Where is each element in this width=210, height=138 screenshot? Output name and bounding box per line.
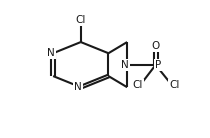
Text: N: N xyxy=(121,60,129,70)
Text: Cl: Cl xyxy=(133,80,143,90)
Text: N: N xyxy=(47,48,55,58)
Text: O: O xyxy=(151,41,160,51)
Text: Cl: Cl xyxy=(76,15,86,25)
Text: Cl: Cl xyxy=(169,80,180,90)
Text: P: P xyxy=(155,60,161,70)
Text: N: N xyxy=(75,82,82,92)
